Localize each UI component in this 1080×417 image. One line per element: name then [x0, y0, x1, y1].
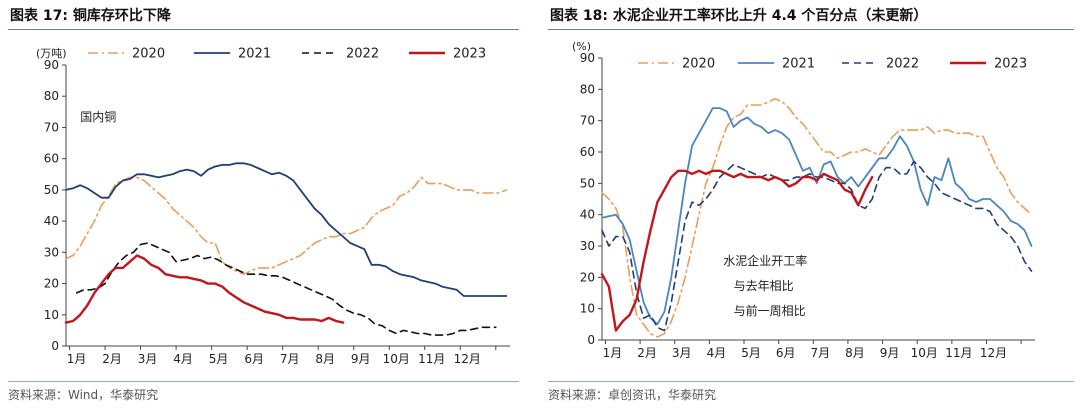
x-tick-label: 1月: [67, 352, 87, 366]
y-tick-label: 90: [580, 51, 595, 65]
x-tick-label: 8月: [315, 352, 335, 366]
y-tick-label: 60: [580, 145, 595, 159]
y-tick-label: 50: [580, 176, 595, 190]
series-line-2023: [600, 169, 874, 332]
y-tick-label: 90: [44, 58, 59, 72]
series-line-2020: [65, 176, 508, 275]
figure-17-title: 图表 17: 铜库存环比下降: [10, 8, 171, 24]
x-tick-label: 7月: [280, 352, 300, 366]
y-tick-label: 10: [44, 308, 59, 322]
annotation: 与去年相比: [734, 279, 794, 293]
x-tick-label: 6月: [776, 346, 796, 360]
legend-label-2020: 2020: [132, 47, 165, 62]
source-note: 资料来源：卓创资讯，华泰研究: [548, 388, 717, 402]
copper-inventory-chart: 0 10 20 30 40 50 60 70 80 90(万吨) 1月 2月 3月 4月 5月 6月 7月 8月 9…: [36, 47, 510, 366]
series-line-2021: [601, 107, 1033, 326]
figure-18-title: 图表 18: 水泥企业开工率环比上升 4.4 个百分点（未更新）: [550, 8, 928, 24]
y-tick-label: 30: [44, 245, 59, 259]
x-tick-label: 5月: [741, 346, 761, 360]
x-tick-label: 10月: [383, 352, 410, 366]
legend-label-2023: 2023: [994, 57, 1027, 72]
y-tick-label: 30: [580, 239, 595, 253]
x-tick-label: 3月: [138, 352, 158, 366]
annotation: 国内铜: [80, 109, 116, 124]
cement-utilization-panel: 图表 18: 水泥企业开工率环比上升 4.4 个百分点（未更新） 0 10 20 30…: [540, 0, 1080, 417]
title-divider: [8, 29, 519, 30]
x-tick-label: 12月: [980, 346, 1007, 360]
x-tick-label: 9月: [880, 346, 900, 360]
y-tick-label: 20: [580, 270, 595, 284]
series-line-2022: [75, 242, 497, 336]
series-line-2023: [64, 254, 345, 324]
legend-label-2021: 2021: [782, 57, 815, 72]
x-tick-label: 9月: [351, 352, 371, 366]
x-tick-label: 8月: [845, 346, 865, 360]
x-tick-label: 5月: [209, 352, 229, 366]
y-tick-label: 50: [44, 183, 59, 197]
x-tick-label: 2月: [102, 352, 122, 366]
y-tick-label: 80: [580, 82, 595, 96]
series-line-2021: [65, 162, 508, 297]
legend-label-2021: 2021: [238, 47, 271, 62]
x-tick-label: 1月: [603, 346, 623, 360]
y-tick-label: 70: [44, 120, 59, 134]
series-line-2022: [601, 160, 1033, 332]
legend-label-2023: 2023: [453, 47, 486, 62]
source-divider: [8, 381, 519, 382]
x-tick-label: 6月: [244, 352, 264, 366]
y-tick-label: 80: [44, 89, 59, 103]
y-tick-label: 20: [44, 277, 59, 291]
y-axis-label: (%): [572, 40, 591, 53]
x-tick-label: 11月: [945, 346, 972, 360]
x-tick-label: 4月: [707, 346, 727, 360]
x-tick-label: 10月: [911, 346, 938, 360]
x-tick-label: 11月: [418, 352, 445, 366]
y-tick-label: 0: [51, 339, 59, 353]
source-note: 资料来源：Wind，华泰研究: [8, 388, 159, 402]
x-tick-label: 7月: [810, 346, 830, 360]
x-tick-label: 3月: [672, 346, 692, 360]
source-divider: [548, 381, 1074, 382]
y-axis-label: (万吨): [36, 47, 67, 60]
y-tick-label: 40: [580, 208, 595, 222]
y-tick-label: 60: [44, 152, 59, 166]
series-line-2020: [601, 97, 1033, 338]
y-tick-label: 0: [587, 333, 595, 347]
title-divider: [548, 29, 1074, 30]
y-tick-label: 40: [44, 214, 59, 228]
x-tick-label: 12月: [454, 352, 481, 366]
legend-label-2022: 2022: [886, 57, 919, 72]
x-tick-label: 4月: [173, 352, 193, 366]
y-tick-label: 70: [580, 114, 595, 128]
copper-inventory-panel: 图表 17: 铜库存环比下降 0 10 20 30 40 50 60 70 80 90 (万吨) 1月…: [0, 0, 525, 417]
cement-utilization-chart: 0 10 20 30 40 50 60 70 80 90(%) 1月 2月 3月 4月 5月 6月 7月 8月 9月…: [572, 40, 1035, 360]
legend-label-2020: 2020: [682, 57, 715, 72]
x-tick-label: 2月: [637, 346, 657, 360]
annotation: 水泥企业开工率: [723, 253, 807, 268]
annotation: 与前一周相比: [734, 303, 806, 318]
legend-label-2022: 2022: [346, 47, 379, 62]
y-tick-label: 10: [580, 302, 595, 316]
